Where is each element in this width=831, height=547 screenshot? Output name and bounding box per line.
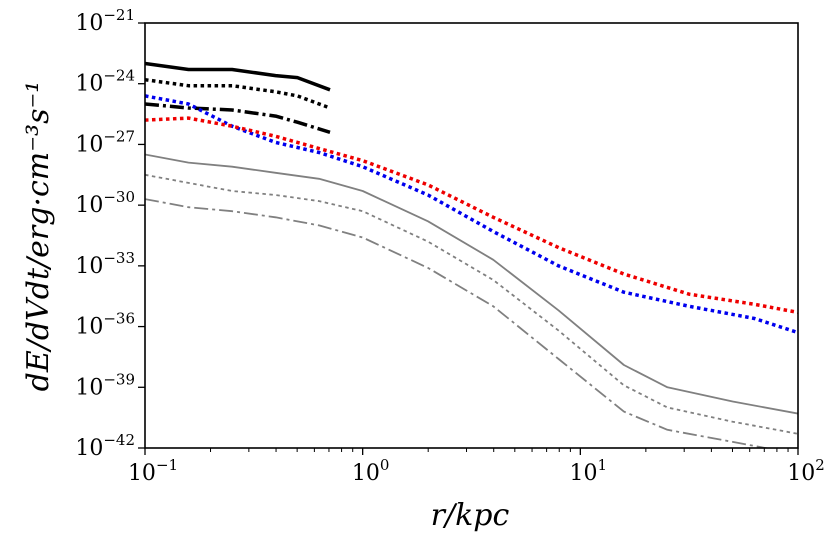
y-tick-label: 10−39 — [75, 370, 135, 400]
x-axis-title: r/kpc — [431, 498, 510, 533]
y-axis-title: dE/dVdt/erg·cm⁻³s⁻¹ — [21, 81, 56, 392]
series-layer — [145, 61, 798, 448]
series-red-dotted — [145, 116, 798, 315]
y-tick-label: 10−21 — [75, 6, 135, 36]
y-tick-label: 10−33 — [75, 249, 135, 279]
x-tick-label: 102 — [787, 456, 825, 486]
y-tick-label: 10−36 — [75, 310, 135, 340]
series-black-dotted — [145, 77, 331, 110]
series-grey-solid — [145, 153, 798, 415]
plot-frame — [144, 22, 799, 449]
x-tick-label: 100 — [352, 456, 390, 486]
series-black-solid — [145, 61, 331, 92]
x-tick-label: 10−1 — [128, 456, 178, 486]
y-tick-label: 10−27 — [75, 127, 135, 157]
y-tick-label: 10−24 — [75, 67, 135, 97]
tick-layer: 10−1 100 101 102 10−21 10−24 10−27 10−30 10−33 10… — [75, 6, 824, 486]
y-tick-label: 10−42 — [75, 431, 135, 461]
y-tick-label: 10−30 — [75, 188, 135, 218]
series-blue-dotted — [145, 94, 798, 335]
series-grey-dashdot — [145, 198, 771, 448]
series-black-dashdot — [145, 102, 331, 134]
x-tick-label: 101 — [570, 456, 608, 486]
